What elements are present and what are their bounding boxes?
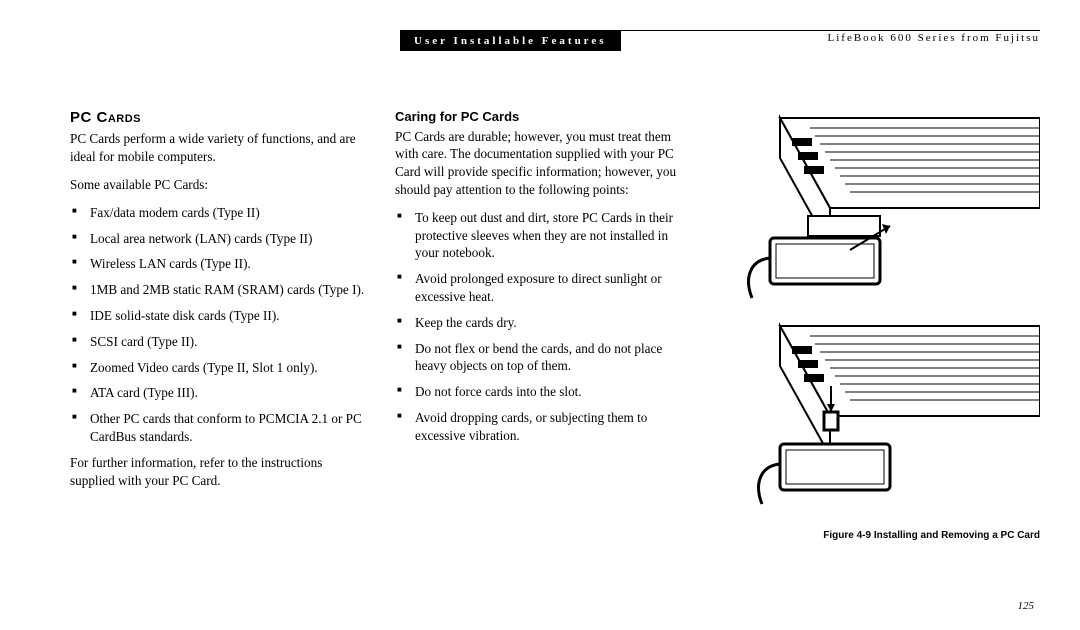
laptop-card-diagram-top (720, 108, 1040, 308)
list-item: Fax/data modem cards (Type II) (70, 204, 367, 222)
pc-cards-list: Fax/data modem cards (Type II) Local are… (70, 204, 367, 446)
list-item: Do not flex or bend the cards, and do no… (395, 340, 692, 376)
figure-column: Figure 4-9 Installing and Removing a PC … (720, 108, 1040, 610)
laptop-card-diagram-bottom (720, 316, 1040, 516)
content-area: PC Cards PC Cards perform a wide variety… (70, 108, 1040, 610)
list-item: Avoid prolonged exposure to direct sunli… (395, 270, 692, 306)
list-item: To keep out dust and dirt, store PC Card… (395, 209, 692, 262)
caring-title: Caring for PC Cards (395, 108, 692, 126)
list-item: Zoomed Video cards (Type II, Slot 1 only… (70, 359, 367, 377)
pc-cards-intro: PC Cards perform a wide variety of funct… (70, 130, 367, 166)
caring-list: To keep out dust and dirt, store PC Card… (395, 209, 692, 445)
figure-remove (720, 316, 1040, 516)
list-item: IDE solid-state disk cards (Type II). (70, 307, 367, 325)
list-item: Keep the cards dry. (395, 314, 692, 332)
section-tab: User Installable Features (400, 31, 621, 51)
list-item: Avoid dropping cards, or subjecting them… (395, 409, 692, 445)
list-item: ATA card (Type III). (70, 384, 367, 402)
list-item: Do not force cards into the slot. (395, 383, 692, 401)
list-item: 1MB and 2MB static RAM (SRAM) cards (Typ… (70, 281, 367, 299)
caring-intro: PC Cards are durable; however, you must … (395, 128, 692, 199)
page-number: 125 (1018, 600, 1035, 612)
column-pc-cards: PC Cards PC Cards perform a wide variety… (70, 108, 367, 610)
list-item: Wireless LAN cards (Type II). (70, 255, 367, 273)
pc-cards-lead: Some available PC Cards: (70, 176, 367, 194)
figure-caption: Figure 4-9 Installing and Removing a PC … (720, 530, 1040, 541)
list-item: SCSI card (Type II). (70, 333, 367, 351)
list-item: Local area network (LAN) cards (Type II) (70, 230, 367, 248)
book-title: LifeBook 600 Series from Fujitsu (828, 32, 1041, 44)
pc-cards-outro: For further information, refer to the in… (70, 454, 367, 490)
pc-cards-title: PC Cards (70, 108, 367, 128)
column-caring: Caring for PC Cards PC Cards are durable… (395, 108, 692, 610)
figure-install (720, 108, 1040, 308)
page-header: LifeBook 600 Series from Fujitsu User In… (400, 28, 1040, 51)
list-item: Other PC cards that conform to PCMCIA 2.… (70, 410, 367, 446)
